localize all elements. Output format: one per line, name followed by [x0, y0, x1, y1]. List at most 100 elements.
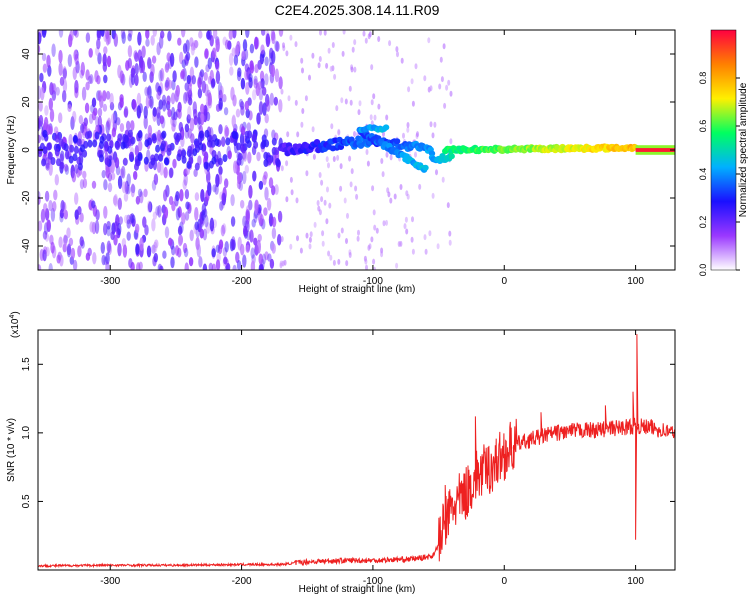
- spectrogram-cell: [79, 236, 84, 247]
- spectrogram-cell: [372, 93, 376, 100]
- spectrogram-cell: [393, 193, 397, 200]
- spectrogram-cell: [204, 129, 210, 138]
- spectrogram-cell: [271, 243, 276, 254]
- spectrogram-cell: [153, 241, 158, 253]
- spectrogram-cell: [206, 30, 211, 40]
- spectrogram-cell: [97, 52, 102, 65]
- spectrogram-cell: [295, 197, 299, 204]
- spectrogram-cell: [42, 249, 47, 262]
- spectrogram-cell: [176, 132, 182, 141]
- spectrogram-cell: [327, 250, 331, 257]
- spectrogram-cell: [211, 150, 217, 158]
- spectrogram-cell: [170, 106, 176, 121]
- spectrogram-cell: [115, 142, 121, 151]
- spectrogram-cell: [342, 30, 346, 35]
- spectrogram-cell: [448, 230, 452, 237]
- spectrogram-cell: [105, 261, 110, 270]
- spectrogram-cell: [402, 132, 405, 139]
- spectrogram-cell: [103, 222, 108, 236]
- spectrogram-cell: [103, 179, 108, 191]
- spectrogram-cell: [97, 107, 103, 117]
- spectrogram-cell: [442, 43, 446, 50]
- spectrogram-cell: [203, 161, 209, 170]
- spectrogram-cell: [104, 157, 110, 166]
- spectrogram-cell: [95, 209, 100, 221]
- spectrogram-cell: [396, 51, 399, 58]
- spectrogram-cell: [189, 37, 194, 47]
- spectrogram-cell: [381, 171, 385, 178]
- spectrogram-cell: [290, 189, 294, 196]
- spectrogram-cell: [110, 230, 115, 241]
- spectrogram-cell: [134, 73, 139, 87]
- spectrogram-cell: [222, 94, 227, 103]
- spectrogram-cell: [262, 174, 267, 186]
- spectrogram-cell: [132, 99, 137, 109]
- spectrogram-cell: [211, 248, 216, 258]
- spectrogram-cell: [221, 136, 226, 147]
- spectrogram-cell: [422, 164, 429, 171]
- spectrogram-cell: [278, 99, 283, 113]
- spectrogram-cell: [365, 149, 369, 155]
- spectrogram-cell: [235, 108, 241, 118]
- spectrogram-cell: [116, 117, 121, 126]
- spectrogram-cell: [127, 57, 132, 69]
- spectrogram-cell: [311, 126, 315, 133]
- spectrogram-cell: [53, 189, 58, 201]
- spectrogram-cell: [155, 82, 160, 93]
- spectrogram-cell: [357, 229, 360, 236]
- spectrogram-cell: [368, 243, 372, 250]
- spectrogram-cell: [150, 157, 156, 166]
- spectrogram-cell: [177, 206, 182, 218]
- spectrogram-cell: [137, 130, 143, 139]
- spectrogram-cell: [77, 162, 83, 171]
- spectrogram-cell: [262, 102, 267, 116]
- spectrogram-cell: [240, 145, 246, 154]
- spectrogram-cell: [256, 239, 261, 254]
- spectrogram-cell: [107, 145, 113, 154]
- spectrogram-cell: [231, 114, 236, 129]
- spectrogram-cell: [285, 160, 289, 167]
- spectrogram-cell: [143, 105, 148, 119]
- spectrogram-cell: [80, 123, 85, 134]
- spectrogram-cell: [299, 247, 303, 254]
- spectrogram-cell: [109, 101, 115, 111]
- spectrogram-cell: [261, 30, 266, 36]
- spectrogram-cell: [212, 30, 218, 39]
- spectrogram-cell: [447, 79, 451, 86]
- spectrogram-cell: [87, 139, 93, 148]
- spectrogram-cell: [147, 124, 153, 137]
- spectrogram-cell: [161, 94, 167, 106]
- spectrogram-cell: [230, 194, 235, 207]
- spectrogram-cell: [122, 157, 128, 166]
- spectrogram-cell: [218, 165, 223, 176]
- spectrogram-cell: [370, 99, 374, 106]
- spectrogram-cell: [144, 139, 150, 148]
- spectrogram-cell: [395, 262, 399, 269]
- spectrogram-cell: [99, 154, 104, 163]
- spectrogram-cell: [366, 160, 370, 167]
- spectrogram-cell: [286, 131, 290, 138]
- spectrogram-cell: [147, 201, 153, 213]
- spectrogram-cell: [49, 82, 54, 96]
- spectrogram-cell: [194, 140, 200, 149]
- spectrogram-cell: [208, 262, 213, 270]
- spectrogram-cell: [143, 156, 149, 165]
- spectrogram-cell: [309, 231, 313, 238]
- spectrogram-cell: [198, 130, 204, 139]
- spectrogram-cell: [122, 244, 128, 258]
- spectrogram-cell: [228, 30, 233, 40]
- spectrogram-cell: [268, 177, 274, 189]
- spectrogram-cell: [257, 81, 262, 90]
- spectrogram-cell: [137, 153, 143, 162]
- spectrogram-cell: [91, 200, 96, 209]
- spectrogram-cell: [106, 133, 112, 142]
- spectrogram-cell: [228, 52, 234, 66]
- spectrogram-cell: [177, 37, 182, 46]
- spectrogram-cell: [246, 230, 251, 241]
- spectrogram-cell: [103, 46, 108, 55]
- spectrogram-cell: [168, 79, 173, 89]
- spectrogram-cell: [418, 183, 422, 190]
- spectrogram-cell: [242, 39, 248, 52]
- spectrogram-cell: [348, 252, 352, 258]
- spectrogram-cell: [181, 149, 187, 158]
